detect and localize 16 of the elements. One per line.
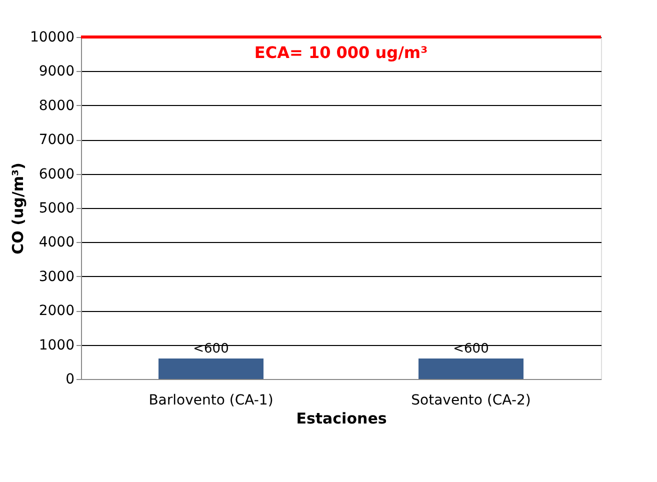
y-tick-label: 9000 [38, 64, 74, 80]
y-tick-label: 2000 [38, 303, 74, 320]
y-tick-label: 6000 [38, 166, 74, 182]
y-tick-label: 0 [66, 372, 74, 388]
x-axis-title: Estaciones [296, 410, 387, 428]
x-tick-label: Barlovento (CA-1) [148, 392, 274, 408]
y-tick-label: 7000 [38, 132, 74, 148]
y-tick-label: 10000 [30, 30, 74, 46]
ref-line-label: ECA= 10 000 ug/m³ [254, 43, 428, 62]
y-axis-title: CO (ug/m³) [8, 162, 27, 254]
y-tick-label: 1000 [38, 337, 74, 354]
y-tick-label: 4000 [38, 234, 74, 251]
y-tick-label: 3000 [38, 268, 74, 285]
y-tick-label: 5000 [38, 200, 74, 216]
y-tick-label: 8000 [38, 98, 74, 114]
x-tick-label: Sotavento (CA-2) [411, 392, 531, 408]
